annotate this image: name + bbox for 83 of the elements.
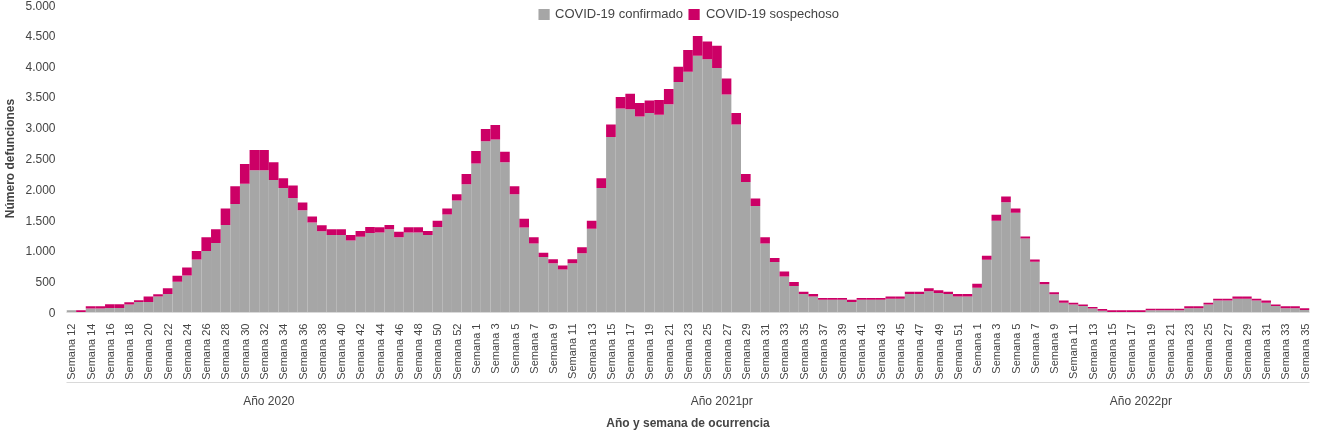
x-tick-label: Semana 21	[662, 323, 675, 380]
x-tick-label: Semana 31	[759, 323, 772, 380]
text: Año 2021pr	[690, 393, 753, 408]
x-tick-label: Semana 51	[951, 323, 964, 380]
y-tick-label: 2.500	[25, 152, 56, 166]
x-tick-label: Semana 27	[1221, 323, 1234, 380]
legend-label: COVID-19 confirmado	[555, 6, 683, 21]
x-tick-label: Semana 7	[1028, 323, 1041, 374]
x-tick-label: Semana 20	[142, 323, 155, 380]
x-tick-label: Semana 26	[200, 323, 213, 380]
y-tick-label: 4.500	[25, 28, 56, 43]
x-tick-label: Semana 28	[219, 323, 232, 380]
x-tick-label: Semana 11	[1067, 323, 1080, 379]
x-tick-label: Semana 5	[1009, 323, 1022, 374]
y-tick-label: 2.000	[25, 182, 56, 197]
x-tick-label: Semana 14	[84, 323, 97, 380]
x-tick-label: Semana 38	[315, 323, 328, 380]
y-tick-label: 1.500	[25, 213, 56, 228]
y-tick-label: 5.000	[25, 0, 56, 13]
x-tick-label: Semana 12	[65, 323, 78, 380]
x-tick-label: Semana 17	[624, 323, 637, 380]
x-tick-label: Semana 39	[836, 323, 849, 380]
y-tick-label: 0	[48, 306, 56, 320]
x-tick-label: Semana 22	[161, 323, 174, 380]
x-tick-label: Semana 23	[1183, 323, 1196, 380]
x-tick-label: Semana 24	[180, 323, 193, 380]
x-tick-label: Semana 34	[277, 323, 290, 380]
x-tick-label: Semana 15	[604, 323, 617, 380]
x-tick-label: Semana 7	[527, 323, 540, 374]
x-tick-label: Semana 41	[855, 323, 868, 380]
x-tick-label: Semana 47	[913, 323, 926, 380]
x-tick-label: Semana 19	[1144, 323, 1157, 380]
text: Año 2022pr	[1109, 393, 1172, 408]
x-tick-label: Semana 29	[1240, 323, 1253, 380]
x-tick-label: Semana 3	[990, 323, 1003, 374]
x-axis-title: Año y semana de ocurrencia	[606, 415, 771, 430]
x-tick-label: Semana 25	[1202, 323, 1215, 380]
x-tick-label: Semana 29	[739, 323, 752, 380]
x-tick-label: Semana 17	[1125, 323, 1138, 380]
x-tick-label: Semana 36	[296, 323, 309, 380]
x-tick-label: Semana 25	[701, 323, 714, 380]
x-tick-label: Semana 5	[508, 323, 521, 374]
x-tick-label: Semana 9	[547, 323, 560, 374]
x-tick-label: Semana 35	[797, 323, 810, 380]
x-tick-label: Semana 3	[489, 323, 502, 374]
x-tick-label: Semana 48	[412, 323, 425, 380]
y-axis-title: Número defunciones	[3, 98, 18, 219]
text: Año 2020	[243, 393, 295, 408]
x-tick-label: Semana 45	[893, 323, 906, 380]
x-tick-label: Semana 32	[258, 323, 271, 380]
x-tick-label: Semana 23	[682, 323, 694, 380]
x-tick-label: Semana 9	[1048, 323, 1061, 374]
x-tick-label: Semana 37	[816, 323, 829, 380]
x-tick-label: Semana 40	[335, 323, 348, 380]
x-tick-label: Semana 19	[643, 323, 656, 380]
x-tick-label: Semana 33	[778, 323, 791, 380]
x-tick-label: Semana 52	[450, 323, 463, 380]
x-tick-label: Semana 18	[123, 323, 136, 380]
x-tick-label: Semana 27	[720, 323, 733, 380]
x-tick-label: Semana 44	[373, 323, 386, 380]
legend-label: COVID-19 sospechoso	[705, 6, 839, 21]
x-tick-label: Semana 31	[1260, 323, 1273, 380]
x-tick-label: Semana 43	[874, 323, 887, 380]
x-tick-label: Semana 46	[392, 323, 405, 380]
x-tick-label: Semana 1	[971, 323, 984, 374]
x-tick-label: Semana 42	[354, 323, 367, 380]
y-tick-label: 4.000	[25, 59, 56, 74]
x-tick-label: Semana 1	[470, 323, 483, 374]
x-tick-label: Semana 15	[1105, 323, 1118, 380]
x-tick-label: Semana 21	[1163, 323, 1176, 380]
x-tick-label: Semana 33	[1279, 323, 1292, 380]
x-tick-label: Semana 13	[1086, 323, 1099, 380]
y-tick-label: 1.000	[25, 244, 56, 259]
x-tick-label: Semana 11	[566, 323, 579, 379]
y-tick-label: 500	[35, 275, 56, 290]
y-tick-label: 3.000	[25, 121, 56, 136]
x-tick-label: Semana 13	[585, 323, 598, 380]
x-tick-label: Semana 50	[431, 323, 444, 380]
x-tick-label: Semana 49	[932, 323, 945, 380]
x-tick-label: Semana 16	[103, 323, 116, 380]
x-tick-label: Semana 35	[1298, 323, 1311, 380]
y-tick-label: 3.500	[25, 90, 56, 105]
x-tick-label: Semana 30	[238, 323, 251, 380]
